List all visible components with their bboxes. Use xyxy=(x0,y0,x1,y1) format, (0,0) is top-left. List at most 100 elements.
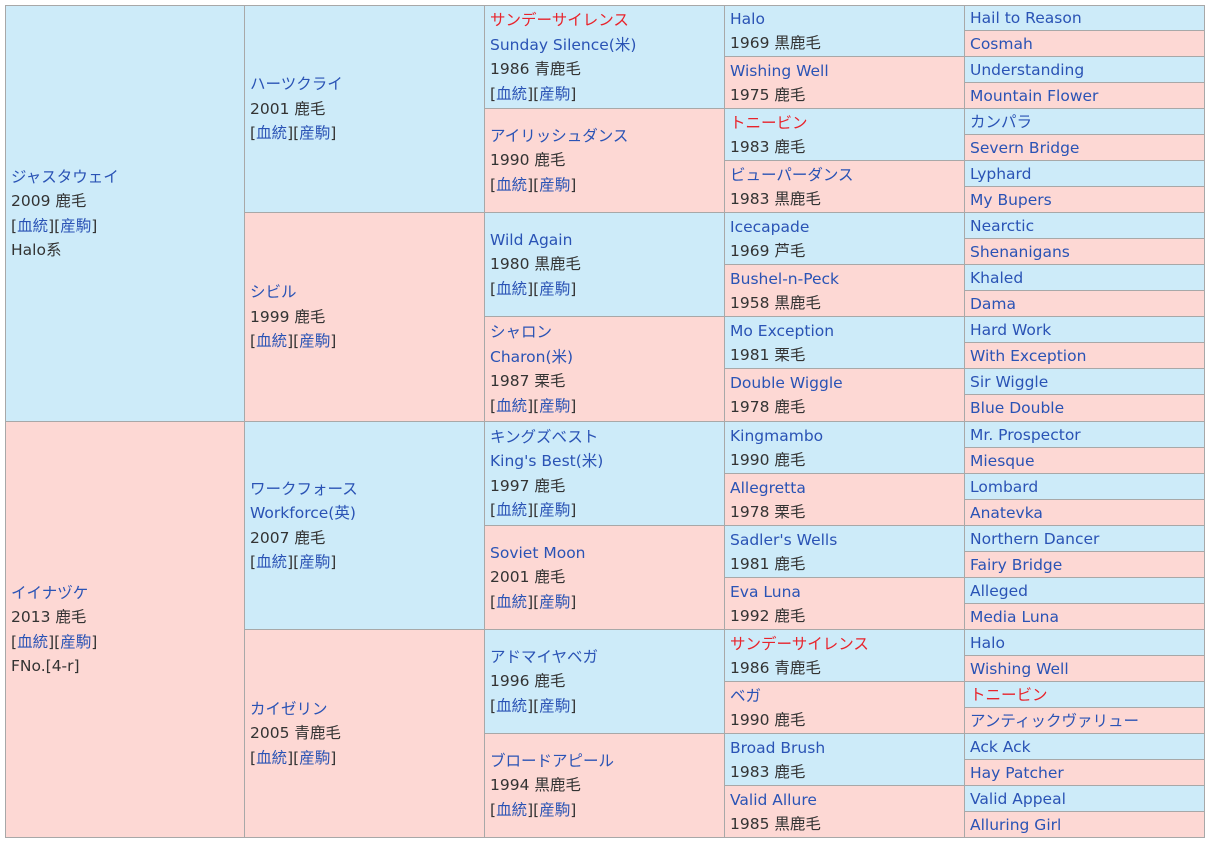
pedigree-link[interactable]: 血統 xyxy=(496,592,528,611)
horse-name-link[interactable]: Hay Patcher xyxy=(970,763,1064,782)
progeny-link[interactable]: 産駒 xyxy=(539,279,571,298)
horse-name-link[interactable]: Media Luna xyxy=(970,607,1059,626)
horse-name-link[interactable]: シビル xyxy=(250,283,297,302)
horse-name-link[interactable]: Wild Again xyxy=(490,230,573,249)
horse-name-link[interactable]: イイナヅケ xyxy=(11,583,89,602)
horse-name-link[interactable]: Alleged xyxy=(970,581,1028,600)
horse-name-link[interactable]: Kingmambo xyxy=(730,426,824,445)
horse-name-link[interactable]: Icecapade xyxy=(730,217,810,236)
horse-name-link[interactable]: Anatevka xyxy=(970,503,1043,522)
horse-name-link[interactable]: Lyphard xyxy=(970,164,1032,183)
horse-info: 2005 青鹿毛 xyxy=(250,724,341,743)
horse-info: 1958 黒鹿毛 xyxy=(730,293,821,312)
progeny-link[interactable]: 産駒 xyxy=(299,332,331,351)
horse-name-link[interactable]: With Exception xyxy=(970,346,1087,365)
horse-name-link[interactable]: Hail to Reason xyxy=(970,9,1082,27)
horse-name-link[interactable]: Halo xyxy=(730,10,765,28)
horse-name-link[interactable]: ベガ xyxy=(730,686,762,705)
horse-name-link[interactable]: Alluring Girl xyxy=(970,815,1062,834)
horse-name-link[interactable]: ワークフォース xyxy=(250,479,358,498)
horse-cell-gen5: Cosmah xyxy=(965,31,1205,57)
horse-name-link[interactable]: My Bupers xyxy=(970,190,1052,209)
progeny-link[interactable]: 産駒 xyxy=(539,800,571,819)
progeny-link[interactable]: 産駒 xyxy=(539,592,571,611)
horse-name-link[interactable]: アイリッシュダンス xyxy=(490,126,629,145)
progeny-link[interactable]: 産駒 xyxy=(539,84,571,103)
horse-name-link[interactable]: Fairy Bridge xyxy=(970,555,1063,574)
horse-info: 2007 鹿毛 xyxy=(250,528,326,547)
pedigree-link[interactable]: 血統 xyxy=(256,332,288,351)
horse-name-link[interactable]: Broad Brush xyxy=(730,738,826,757)
horse-name-link[interactable]: Ack Ack xyxy=(970,737,1031,756)
progeny-link[interactable]: 産駒 xyxy=(539,175,571,194)
horse-name-link[interactable]: Double Wiggle xyxy=(730,374,843,392)
horse-name-link[interactable]: Mountain Flower xyxy=(970,86,1099,105)
horse-name-link[interactable]: ジャスタウェイ xyxy=(11,167,119,186)
horse-name-link[interactable]: Bushel-n-Peck xyxy=(730,269,840,288)
pedigree-link[interactable]: 血統 xyxy=(496,696,528,715)
horse-name-link[interactable]: ハーツクライ xyxy=(250,75,343,94)
horse-name-en-link[interactable]: King's Best(米) xyxy=(490,452,604,470)
horse-name-link[interactable]: Mr. Prospector xyxy=(970,425,1081,444)
horse-name-link[interactable]: Cosmah xyxy=(970,34,1033,53)
pedigree-link[interactable]: 血統 xyxy=(496,800,528,819)
pedigree-link[interactable]: 血統 xyxy=(496,84,528,103)
horse-name-link[interactable]: Understanding xyxy=(970,60,1085,79)
horse-name-link[interactable]: Miesque xyxy=(970,451,1035,470)
horse-name-link[interactable]: Soviet Moon xyxy=(490,543,586,562)
progeny-link[interactable]: 産駒 xyxy=(60,632,92,651)
pedigree-link[interactable]: 血統 xyxy=(17,216,49,235)
horse-name-link[interactable]: Sir Wiggle xyxy=(970,372,1049,391)
horse-name-en-link[interactable]: Charon(米) xyxy=(490,347,574,366)
progeny-link[interactable]: 産駒 xyxy=(299,748,331,767)
horse-name-link[interactable]: トニービン xyxy=(730,113,808,132)
horse-name-link[interactable]: Nearctic xyxy=(970,216,1035,235)
horse-name-link[interactable]: Sadler's Wells xyxy=(730,530,838,549)
progeny-link[interactable]: 産駒 xyxy=(539,696,571,715)
horse-name-link[interactable]: ブロードアピール xyxy=(490,751,615,770)
pedigree-link[interactable]: 血統 xyxy=(256,124,288,143)
progeny-link[interactable]: 産駒 xyxy=(60,216,92,235)
horse-info: 1986 青鹿毛 xyxy=(730,658,821,677)
horse-name-link[interactable]: キングズベスト xyxy=(490,427,599,446)
horse-name-link[interactable]: Eva Luna xyxy=(730,582,801,601)
horse-name-link[interactable]: ビューパーダンス xyxy=(730,165,854,184)
pedigree-link[interactable]: 血統 xyxy=(496,279,528,298)
horse-name-link[interactable]: Lombard xyxy=(970,477,1039,496)
horse-name-link[interactable]: シャロン xyxy=(490,323,553,341)
horse-name-link[interactable]: アンティックヴァリュー xyxy=(970,711,1139,730)
pedigree-link[interactable]: 血統 xyxy=(17,632,49,651)
pedigree-link[interactable]: 血統 xyxy=(256,748,288,767)
progeny-link[interactable]: 産駒 xyxy=(539,396,571,415)
progeny-link[interactable]: 産駒 xyxy=(539,501,571,519)
progeny-link[interactable]: 産駒 xyxy=(299,124,331,143)
horse-name-link[interactable]: Valid Allure xyxy=(730,790,817,809)
horse-name-link[interactable]: カンパラ xyxy=(970,112,1033,131)
horse-name-link[interactable]: Severn Bridge xyxy=(970,138,1080,157)
horse-name-link[interactable]: カイゼリン xyxy=(250,699,328,718)
horse-name-link[interactable]: Blue Double xyxy=(970,399,1065,417)
horse-name-link[interactable]: Dama xyxy=(970,294,1017,313)
horse-name-link[interactable]: Halo xyxy=(970,633,1005,652)
horse-name-link[interactable]: サンデーサイレンス xyxy=(490,11,629,29)
horse-name-link[interactable]: Shenanigans xyxy=(970,242,1070,261)
horse-name-link[interactable]: Allegretta xyxy=(730,478,806,497)
horse-name-link[interactable]: Wishing Well xyxy=(730,61,829,80)
horse-name-en-link[interactable]: Workforce(英) xyxy=(250,504,356,522)
horse-cell-gen4: トニービン 1983 鹿毛 xyxy=(725,109,965,161)
horse-name-link[interactable]: Northern Dancer xyxy=(970,529,1100,548)
horse-name-link[interactable]: トニービン xyxy=(970,685,1048,704)
progeny-link[interactable]: 産駒 xyxy=(299,553,331,571)
pedigree-link[interactable]: 血統 xyxy=(496,501,528,519)
pedigree-link[interactable]: 血統 xyxy=(256,553,288,571)
pedigree-link[interactable]: 血統 xyxy=(496,396,528,415)
horse-name-link[interactable]: Hard Work xyxy=(970,320,1052,339)
pedigree-link[interactable]: 血統 xyxy=(496,175,528,194)
horse-name-en-link[interactable]: Sunday Silence(米) xyxy=(490,35,637,54)
horse-name-link[interactable]: Wishing Well xyxy=(970,659,1069,678)
horse-name-link[interactable]: アドマイヤベガ xyxy=(490,647,599,666)
horse-name-link[interactable]: Khaled xyxy=(970,268,1024,287)
horse-name-link[interactable]: Valid Appeal xyxy=(970,789,1066,808)
horse-name-link[interactable]: サンデーサイレンス xyxy=(730,634,869,653)
horse-name-link[interactable]: Mo Exception xyxy=(730,321,835,340)
